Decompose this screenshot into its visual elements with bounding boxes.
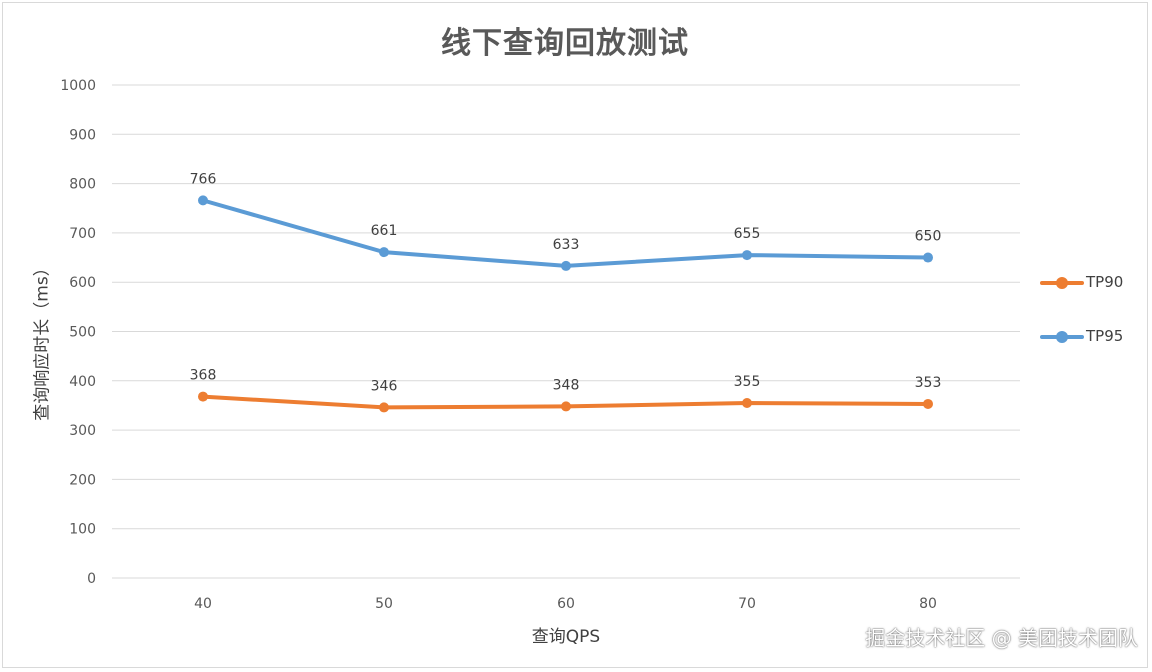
chart-title: 线下查询回放测试 — [441, 26, 689, 61]
data-label: 633 — [553, 237, 580, 253]
data-point-tp95 — [561, 260, 571, 271]
x-tick-label: 60 — [557, 596, 575, 612]
x-tick-label: 80 — [919, 596, 937, 612]
y-tick-label: 300 — [69, 423, 96, 439]
y-tick-label: 200 — [69, 472, 96, 488]
x-tick-label: 70 — [738, 596, 756, 612]
legend-marker — [1056, 331, 1068, 343]
data-label: 346 — [371, 378, 398, 394]
y-tick-label: 900 — [69, 127, 96, 143]
series-lines — [198, 195, 933, 413]
y-tick-label: 700 — [69, 226, 96, 242]
data-point-tp95 — [198, 195, 208, 206]
legend-item-tp95: TP95 — [1040, 322, 1140, 350]
y-tick-label: 1000 — [60, 78, 96, 94]
x-tick-label: 40 — [194, 596, 212, 612]
data-point-tp90 — [198, 391, 208, 402]
data-label: 661 — [371, 223, 398, 239]
data-label: 368 — [190, 368, 217, 384]
y-tick-label: 800 — [69, 177, 96, 193]
legend-label: TP95 — [1086, 327, 1124, 345]
data-label: 655 — [734, 226, 761, 242]
watermark: 掘金技术社区 @ 美团技术团队 — [865, 626, 1138, 650]
legend-label: TP90 — [1086, 273, 1124, 291]
x-tick-label: 50 — [375, 596, 393, 612]
data-label: 355 — [734, 374, 761, 390]
y-tick-label: 100 — [69, 522, 96, 538]
gridlines — [112, 84, 1020, 579]
data-point-tp95 — [923, 252, 933, 263]
data-labels: 368 346 348 355 353 766 661 633 655 650 — [190, 171, 942, 394]
legend: TP90 TP95 — [1040, 268, 1140, 376]
y-tick-label: 0 — [87, 571, 96, 587]
data-label: 348 — [553, 377, 580, 393]
legend-marker — [1056, 277, 1068, 289]
data-label: 650 — [915, 229, 942, 245]
y-tick-label: 500 — [69, 325, 96, 341]
x-axis-label: 查询QPS — [531, 627, 601, 647]
data-label: 353 — [915, 375, 942, 391]
y-tick-label: 400 — [69, 374, 96, 390]
x-tick-labels: 40 50 60 70 80 — [194, 596, 937, 612]
data-label: 766 — [190, 171, 217, 187]
data-point-tp95 — [379, 247, 389, 258]
data-point-tp95 — [742, 250, 752, 261]
y-tick-label: 600 — [69, 275, 96, 291]
legend-item-tp90: TP90 — [1040, 268, 1140, 296]
y-tick-labels: 0 100 200 300 400 500 600 700 800 900 1000 — [60, 78, 96, 587]
data-point-tp90 — [923, 398, 933, 409]
data-point-tp90 — [742, 397, 752, 408]
data-point-tp90 — [561, 401, 571, 412]
data-point-tp90 — [379, 402, 389, 413]
